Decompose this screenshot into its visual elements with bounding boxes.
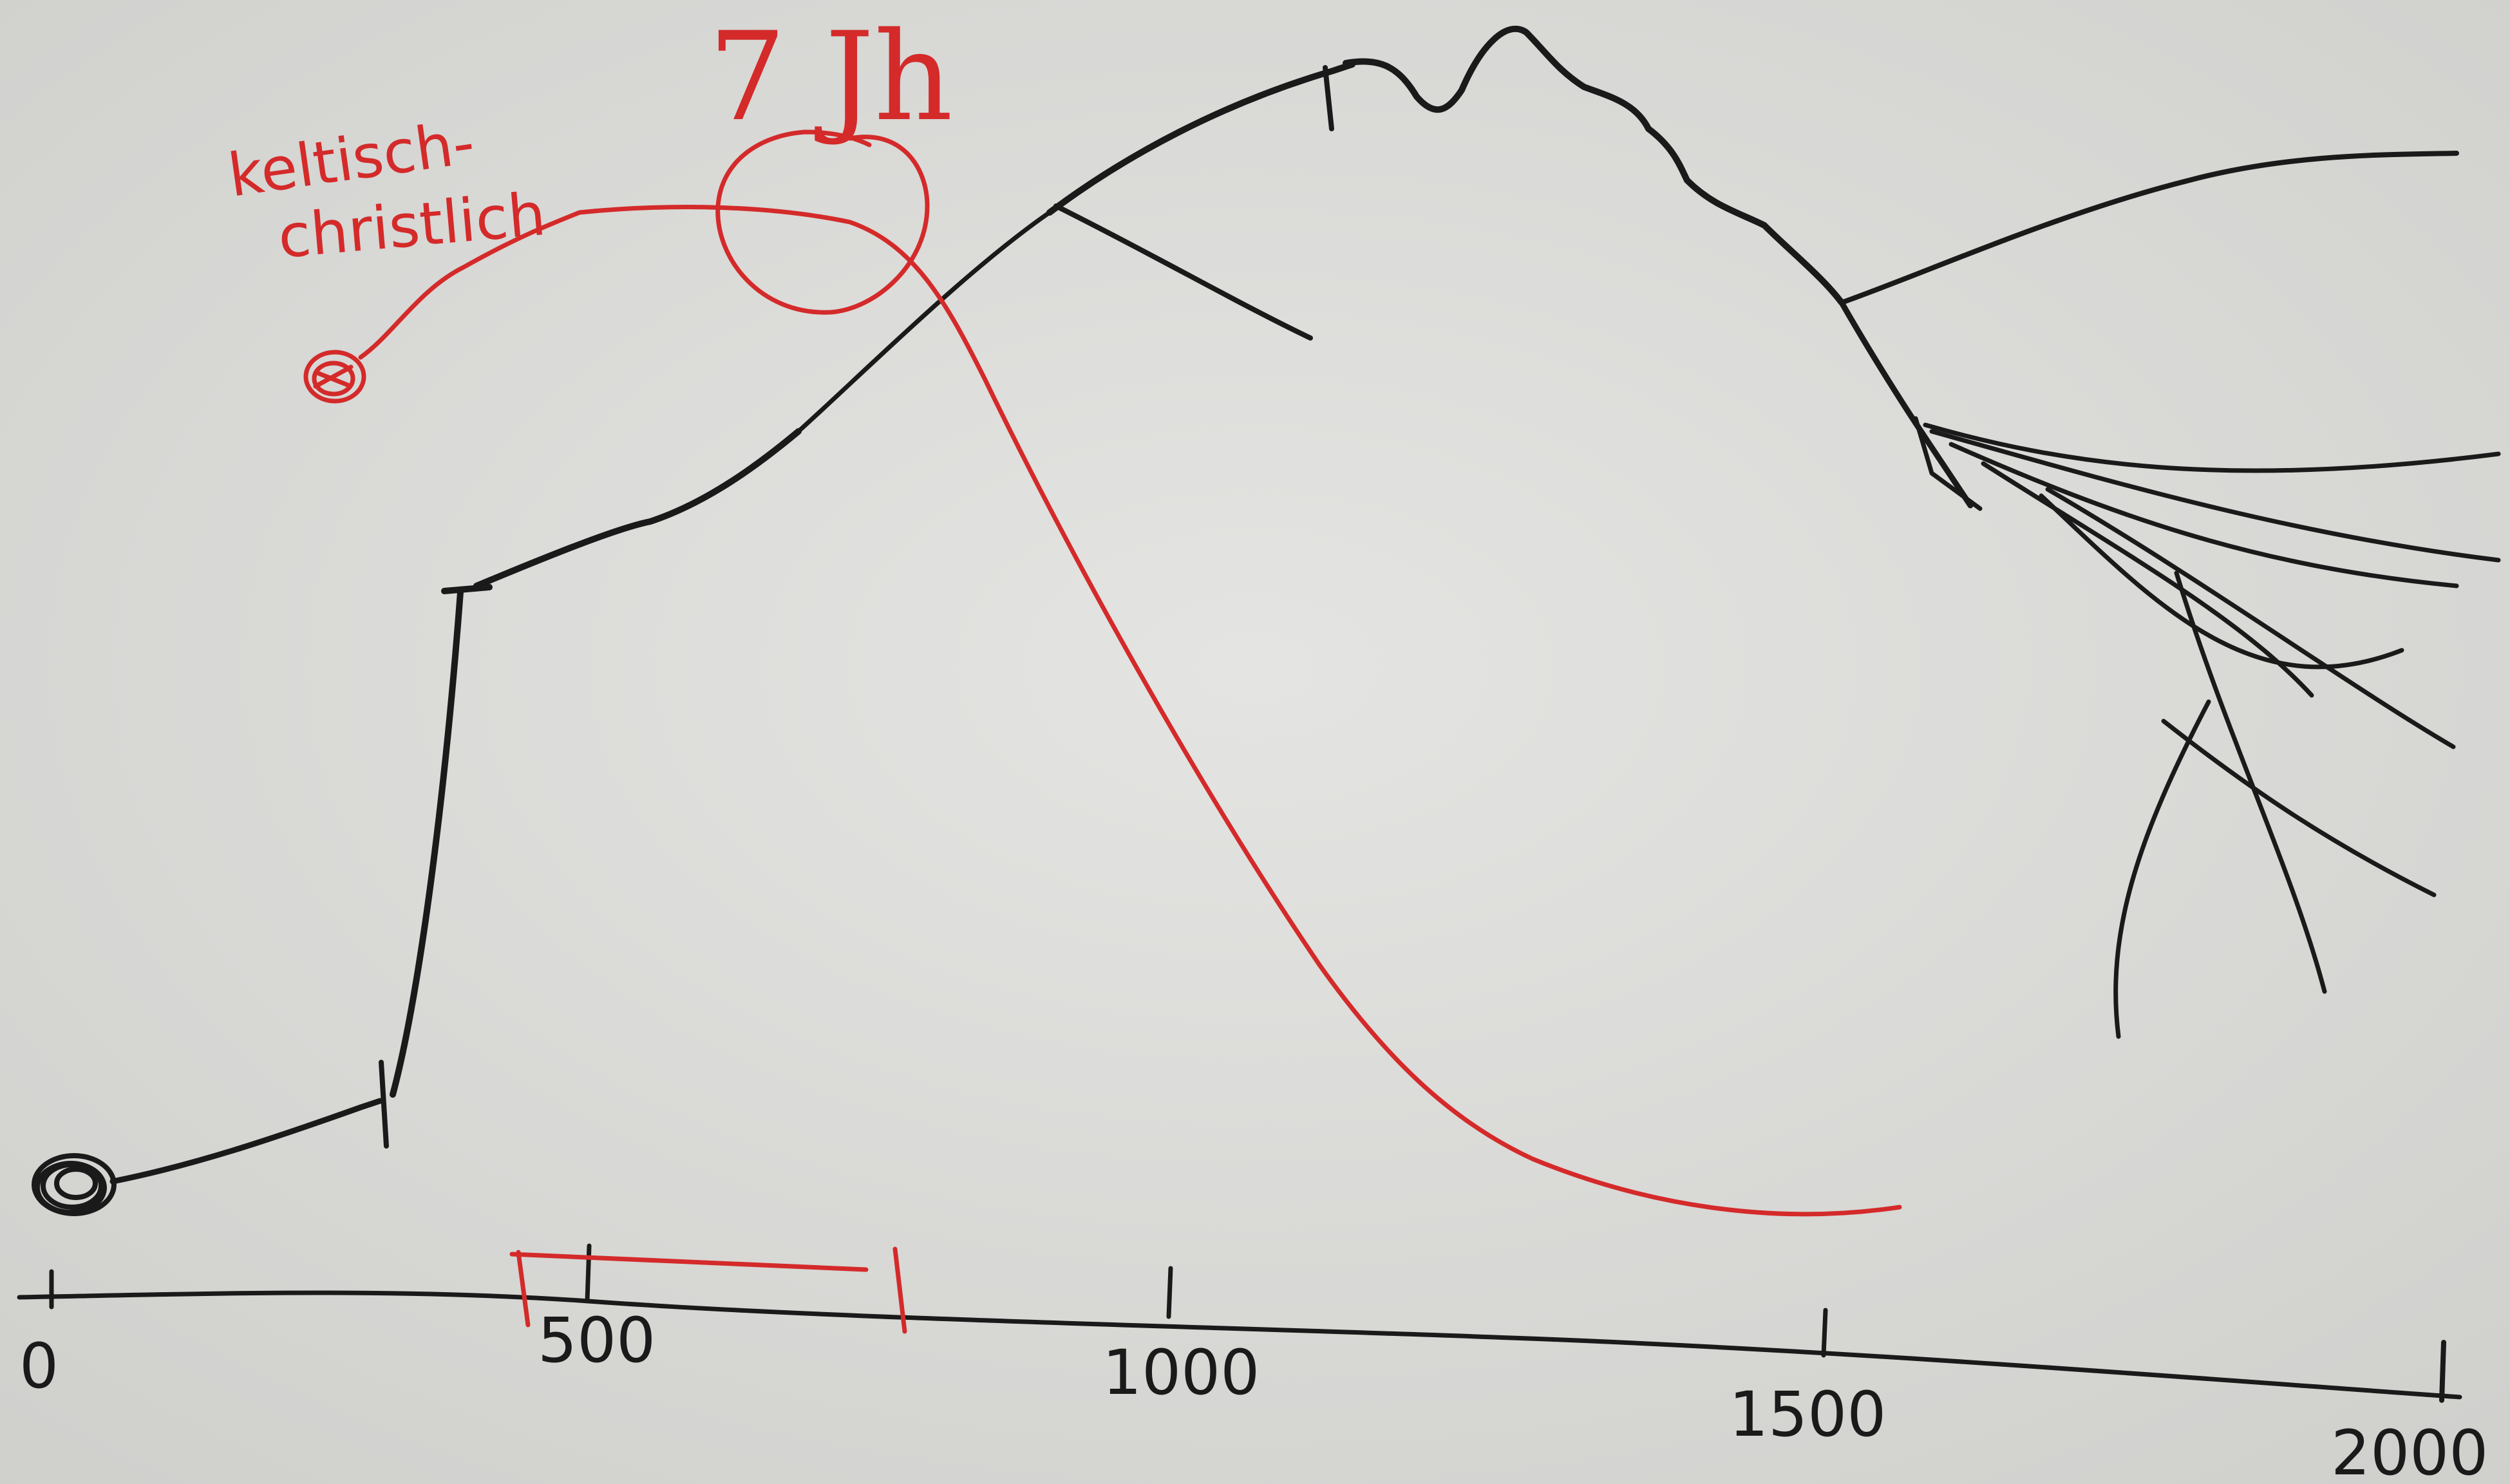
axis-tick-label-0: 0 <box>19 1330 59 1402</box>
black-start-scribble <box>32 1153 117 1216</box>
red-curve <box>303 129 1902 1217</box>
axis-tick-label-500: 500 <box>538 1304 656 1376</box>
time-axis <box>17 1243 2462 1403</box>
axis-line <box>17 1290 2462 1400</box>
red-circle <box>715 129 930 315</box>
axis-tick-2000 <box>2439 1340 2446 1403</box>
axis-tick-1000 <box>1166 1266 1173 1319</box>
black-development-line <box>32 25 2501 1216</box>
axis-tick-label-2000: 2000 <box>2331 1417 2488 1484</box>
axis-tick-label-1500: 1500 <box>1729 1378 1886 1451</box>
red-start-scribble <box>303 350 366 404</box>
axis-tick-500 <box>585 1243 592 1303</box>
black-branch-fan <box>1923 422 2501 1039</box>
axis-tick-1500 <box>1821 1308 1828 1358</box>
red-circle-label-7jh: 7 Jh <box>708 6 953 148</box>
axis-tick-label-1000: 1000 <box>1102 1337 1260 1409</box>
red-period-bracket <box>509 1246 907 1334</box>
